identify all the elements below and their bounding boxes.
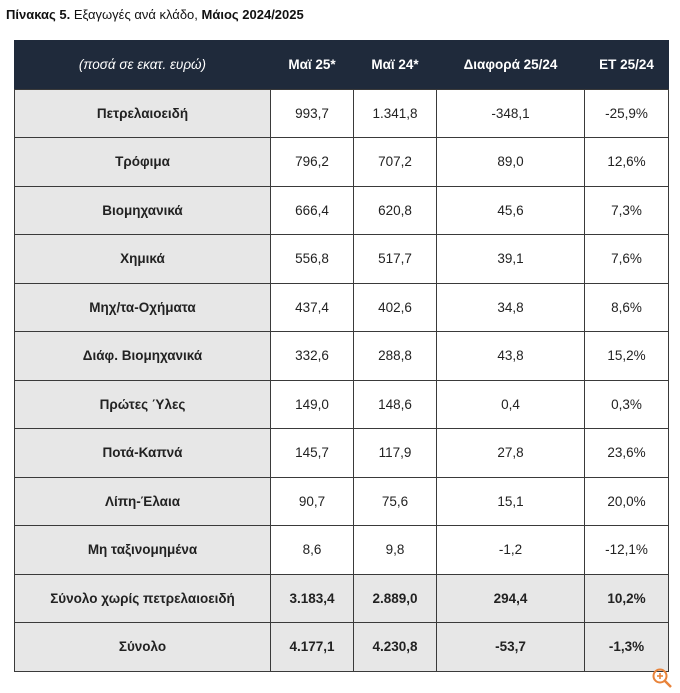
row-label: Σύνολο	[14, 622, 271, 672]
row-label: Λίπη-Έλαια	[14, 476, 271, 526]
table-cell: 8,6	[270, 525, 354, 575]
table-cell: 437,4	[270, 282, 354, 332]
table-cell: 148,6	[353, 379, 437, 429]
table-cell: 332,6	[270, 331, 354, 381]
table-cell: 3.183,4	[270, 573, 354, 623]
table-body: Πετρελαιοειδή 993,7 1.341,8 -348,1 -25,9% Τρό…	[14, 88, 669, 672]
header-cell: Διαφορά 25/24	[436, 40, 585, 90]
table-cell: 1.341,8	[353, 88, 437, 138]
table-cell: 796,2	[270, 137, 354, 187]
row-label: Σύνολο χωρίς πετρελαιοειδή	[14, 573, 271, 623]
table-cell: 15,1	[436, 476, 585, 526]
table-row: Μη ταξινομημένα 8,6 9,8 -1,2 -12,1%	[14, 525, 669, 575]
table-row: Μηχ/τα-Οχήματα 437,4 402,6 34,8 8,6%	[14, 282, 669, 332]
table-cell: 7,3%	[584, 185, 669, 235]
table-cell: 20,0%	[584, 476, 669, 526]
table-cell: 10,2%	[584, 573, 669, 623]
exports-table: (ποσά σε εκατ. ευρώ) Μαϊ 25* Μαϊ 24* Διαφορ…	[14, 40, 669, 672]
row-label: Πρώτες Ύλες	[14, 379, 271, 429]
table-cell: -25,9%	[584, 88, 669, 138]
table-cell: 75,6	[353, 476, 437, 526]
row-label: Πετρελαιοειδή	[14, 88, 271, 138]
table-cell: 7,6%	[584, 234, 669, 284]
row-label: Τρόφιμα	[14, 137, 271, 187]
total-row: Σύνολο 4.177,1 4.230,8 -53,7 -1,3%	[14, 622, 669, 672]
table-cell: 402,6	[353, 282, 437, 332]
table-cell: 993,7	[270, 88, 354, 138]
header-cell: Μαϊ 24*	[353, 40, 437, 90]
table-row: Βιομηχανικά 666,4 620,8 45,6 7,3%	[14, 185, 669, 235]
row-label: Χημικά	[14, 234, 271, 284]
table-row: Χημικά 556,8 517,7 39,1 7,6%	[14, 234, 669, 284]
table-cell: 0,4	[436, 379, 585, 429]
zoom-icon[interactable]	[650, 666, 674, 690]
row-label: Βιομηχανικά	[14, 185, 271, 235]
table-cell: -1,3%	[584, 622, 669, 672]
table-cell: -53,7	[436, 622, 585, 672]
total-row: Σύνολο χωρίς πετρελαιοειδή 3.183,4 2.889,0…	[14, 573, 669, 623]
header-cell: ΕΤ 25/24	[584, 40, 669, 90]
table-row: Διάφ. Βιομηχανικά 332,6 288,8 43,8 15,2%	[14, 331, 669, 381]
table-cell: 39,1	[436, 234, 585, 284]
table-cell: 4.177,1	[270, 622, 354, 672]
row-label: Μη ταξινομημένα	[14, 525, 271, 575]
table-row: Πετρελαιοειδή 993,7 1.341,8 -348,1 -25,9%	[14, 88, 669, 138]
table-cell: 145,7	[270, 428, 354, 478]
table-row: Ποτά-Καπνά 145,7 117,9 27,8 23,6%	[14, 428, 669, 478]
table-cell: 15,2%	[584, 331, 669, 381]
table-cell: 9,8	[353, 525, 437, 575]
table-cell: 288,8	[353, 331, 437, 381]
table-cell: 34,8	[436, 282, 585, 332]
table-cell: 0,3%	[584, 379, 669, 429]
row-label: Μηχ/τα-Οχήματα	[14, 282, 271, 332]
title-period: Μάιος 2024/2025	[201, 7, 304, 22]
table-cell: 23,6%	[584, 428, 669, 478]
table-cell: 149,0	[270, 379, 354, 429]
table-cell: 294,4	[436, 573, 585, 623]
table-cell: -1,2	[436, 525, 585, 575]
table-cell: 8,6%	[584, 282, 669, 332]
table-cell: 4.230,8	[353, 622, 437, 672]
table-cell: 556,8	[270, 234, 354, 284]
title-text: Εξαγωγές ανά κλάδο,	[73, 7, 198, 22]
table-cell: 117,9	[353, 428, 437, 478]
table-cell: 12,6%	[584, 137, 669, 187]
row-label: Ποτά-Καπνά	[14, 428, 271, 478]
table-cell: 27,8	[436, 428, 585, 478]
row-label: Διάφ. Βιομηχανικά	[14, 331, 271, 381]
header-row: (ποσά σε εκατ. ευρώ) Μαϊ 25* Μαϊ 24* Διαφορ…	[14, 40, 669, 90]
table-cell: 90,7	[270, 476, 354, 526]
table-title: Πίνακας 5. Εξαγωγές ανά κλάδο, Μάιος 202…	[6, 7, 304, 22]
table-cell: 89,0	[436, 137, 585, 187]
title-label: Πίνακας 5.	[6, 7, 71, 22]
header-cell: (ποσά σε εκατ. ευρώ)	[14, 40, 271, 90]
table-cell: 2.889,0	[353, 573, 437, 623]
table-row: Λίπη-Έλαια 90,7 75,6 15,1 20,0%	[14, 476, 669, 526]
table-cell: -12,1%	[584, 525, 669, 575]
table-cell: -348,1	[436, 88, 585, 138]
table-cell: 620,8	[353, 185, 437, 235]
table-row: Τρόφιμα 796,2 707,2 89,0 12,6%	[14, 137, 669, 187]
table-cell: 43,8	[436, 331, 585, 381]
table-cell: 666,4	[270, 185, 354, 235]
table-row: Πρώτες Ύλες 149,0 148,6 0,4 0,3%	[14, 379, 669, 429]
header-cell: Μαϊ 25*	[270, 40, 354, 90]
table-cell: 45,6	[436, 185, 585, 235]
table-cell: 517,7	[353, 234, 437, 284]
table-cell: 707,2	[353, 137, 437, 187]
